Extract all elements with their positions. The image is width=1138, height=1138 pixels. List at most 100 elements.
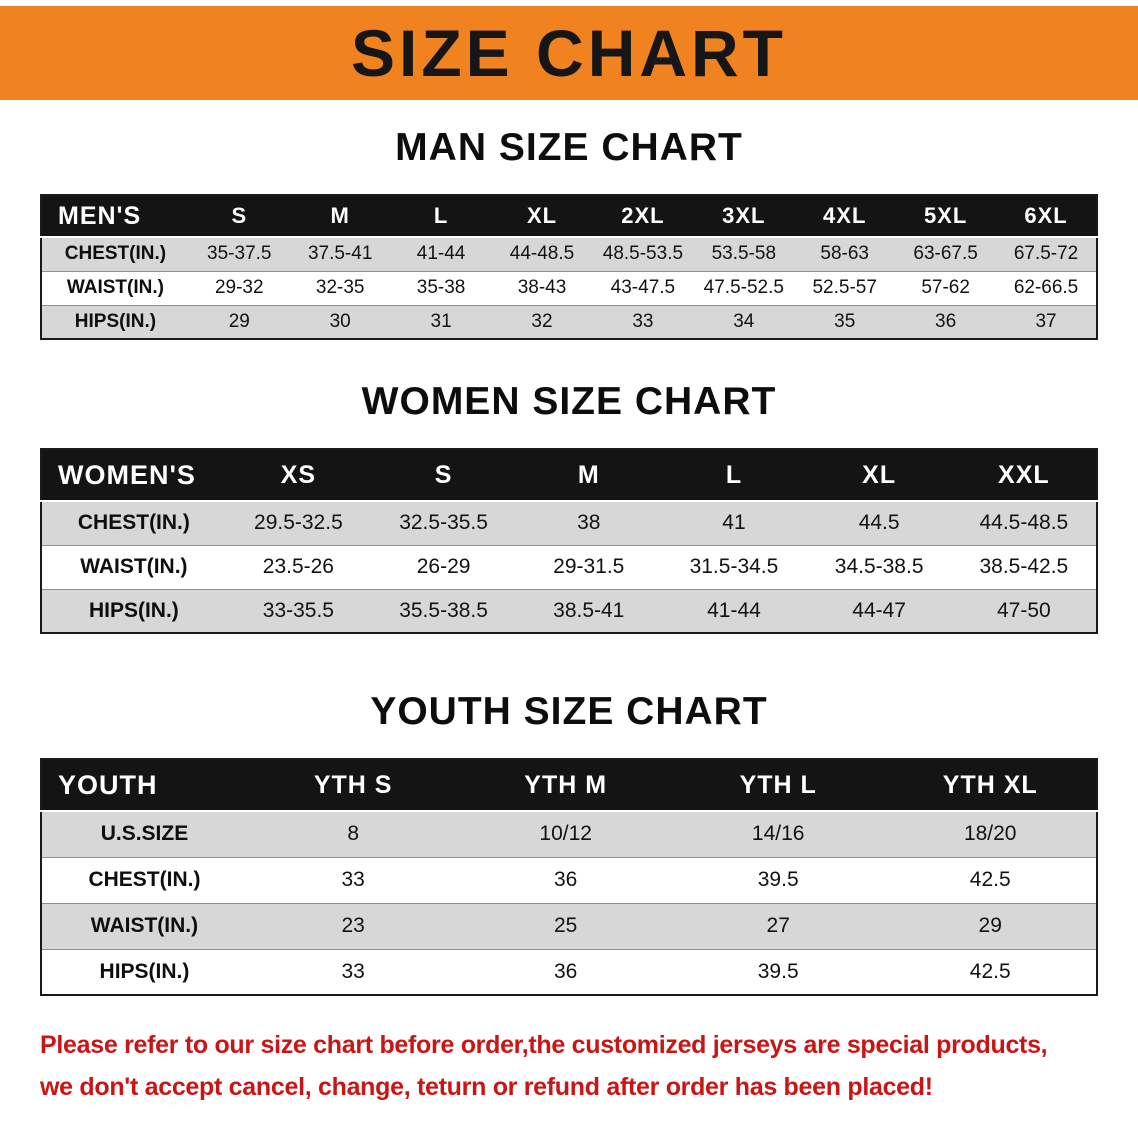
measurement-value: 42.5 <box>969 868 1011 891</box>
size-header-cell: 6XL <box>996 195 1097 238</box>
measurement-value: 27 <box>766 914 790 937</box>
men-size-table: MEN'S S M L XL 2XL 3XL 4XL 5XL 6XL CHEST(IN.) 35-37… <box>40 194 1098 340</box>
measurement-value: 35.5-38.5 <box>399 598 488 622</box>
measurement-row: WAIST(IN.) 29-32 32-35 35-38 38-43 43-47.5 47.… <box>41 271 1097 305</box>
measurement-row: WAIST(IN.) 23.5-26 26-29 29-31.5 31.5-34.5 34… <box>41 545 1097 589</box>
measurement-value: 38-43 <box>517 277 567 298</box>
measurement-value: 32 <box>531 310 553 332</box>
measurement-value: 35-38 <box>416 277 466 298</box>
measurement-value: 44-47 <box>852 598 906 622</box>
measurement-value: 29.5-32.5 <box>254 511 343 535</box>
size-header-cell: XS <box>225 449 371 502</box>
measurement-value: 38 <box>577 511 601 535</box>
measurement-value: 57-62 <box>921 277 970 298</box>
women-size-section: WOMEN SIZE CHART WOMEN'S XS S M L XL XXL CHEST(… <box>0 380 1138 634</box>
size-header-cell: YTH L <box>671 759 885 812</box>
measurement-value: 42.5 <box>969 959 1011 983</box>
notice-line-1: Please refer to our size chart before or… <box>40 1031 1048 1059</box>
measurement-value: 67.5-72 <box>1013 243 1079 265</box>
measurement-value: 26-29 <box>416 555 471 578</box>
measurement-label: CHEST(IN.) <box>88 868 201 891</box>
measurement-value: 39.5 <box>757 868 799 891</box>
measurement-label: WAIST(IN.) <box>66 277 164 298</box>
measurement-value: 10/12 <box>539 822 592 846</box>
measurement-row: HIPS(IN.) 33-35.5 35.5-38.5 38.5-41 41-44 44-… <box>41 589 1097 633</box>
measurement-value: 63-67.5 <box>913 243 978 265</box>
measurement-value: 33 <box>341 868 365 891</box>
measurement-row: WAIST(IN.) 23 25 27 29 <box>41 903 1097 949</box>
measurement-value: 52.5-57 <box>812 277 877 298</box>
measurement-row: CHEST(IN.) 29.5-32.5 32.5-35.5 38 41 44.5 44.5… <box>41 501 1097 545</box>
page-title: SIZE CHART <box>351 16 787 90</box>
size-header-cell: S <box>370 449 517 502</box>
measurement-label: HIPS(IN.) <box>88 598 179 622</box>
measurement-value: 37.5-41 <box>307 243 373 265</box>
table-title-cell: YOUTH <box>41 759 247 812</box>
measurement-value: 34 <box>733 310 755 332</box>
size-header-cell: M <box>516 449 662 502</box>
measurement-value: 36 <box>935 310 957 332</box>
measurement-label: HIPS(IN.) <box>74 310 157 332</box>
size-header-cell: YTH S <box>246 759 460 812</box>
size-header-cell: XL <box>491 195 593 238</box>
measurement-value: 47.5-52.5 <box>703 277 784 298</box>
measurement-label: WAIST(IN.) <box>90 914 199 937</box>
measurement-label: U.S.SIZE <box>100 822 189 846</box>
measurement-value: 44.5-48.5 <box>979 511 1069 535</box>
measurement-value: 62-66.5 <box>1013 277 1079 298</box>
measurement-row: CHEST(IN.) 33 36 39.5 42.5 <box>41 857 1097 903</box>
measurement-value: 33-35.5 <box>262 598 334 622</box>
measurement-value: 25 <box>554 914 578 937</box>
measurement-value: 43-47.5 <box>610 277 676 298</box>
measurement-value: 32.5-35.5 <box>399 511 488 535</box>
measurement-value: 29 <box>978 914 1002 937</box>
measurement-value: 41-44 <box>707 598 761 622</box>
measurement-value: 30 <box>329 310 351 332</box>
measurement-value: 18/20 <box>963 822 1017 846</box>
size-header-cell: XL <box>806 449 952 502</box>
measurement-value: 41-44 <box>416 243 466 265</box>
size-header-cell: 5XL <box>895 195 997 238</box>
size-chart-page: SIZE CHART MAN SIZE CHART MEN'S S M L XL 2XL 3… <box>0 6 1138 1108</box>
table-title-cell: WOMEN'S <box>41 449 226 502</box>
measurement-value: 47-50 <box>997 598 1051 622</box>
size-header-cell: YTH XL <box>884 759 1097 812</box>
banner: SIZE CHART <box>0 6 1138 100</box>
youth-size-table: YOUTH YTH S YTH M YTH L YTH XL U.S.SIZE 8 10/12… <box>40 758 1098 996</box>
measurement-value: 29-32 <box>214 277 264 298</box>
measurement-value: 34.5-38.5 <box>834 555 924 578</box>
measurement-value: 31.5-34.5 <box>689 555 779 578</box>
measurement-value: 32-35 <box>315 277 365 298</box>
measurement-value: 35 <box>834 310 856 332</box>
size-header-cell: 3XL <box>693 195 795 238</box>
measurement-value: 35-37.5 <box>207 243 272 265</box>
size-header-cell: L <box>661 449 807 502</box>
measurement-value: 14/16 <box>751 822 805 846</box>
measurement-value: 8 <box>347 822 359 846</box>
measurement-row: HIPS(IN.) 29 30 31 32 33 34 35 36 37 <box>41 305 1097 339</box>
measurement-value: 53.5-58 <box>711 243 777 265</box>
youth-section-heading: YOUTH SIZE CHART <box>370 690 768 733</box>
table-header-row: YOUTH YTH S YTH M YTH L YTH XL <box>41 759 1097 812</box>
youth-size-section: YOUTH SIZE CHART YOUTH YTH S YTH M YTH L YTH… <box>0 690 1138 996</box>
measurement-value: 36 <box>554 959 578 983</box>
measurement-value: 41 <box>722 511 746 535</box>
women-section-heading: WOMEN SIZE CHART <box>361 380 777 423</box>
size-header-cell: L <box>390 195 492 238</box>
table-header-row: WOMEN'S XS S M L XL XXL <box>41 449 1097 502</box>
size-header-cell: YTH M <box>459 759 672 812</box>
notice-line-2: we don't accept cancel, change, teturn o… <box>40 1073 933 1101</box>
measurement-value: 33 <box>632 310 654 332</box>
measurement-value: 31 <box>430 310 452 332</box>
measurement-value: 36 <box>554 868 578 891</box>
measurement-value: 33 <box>341 959 365 983</box>
measurement-value: 37 <box>1035 310 1057 332</box>
measurement-value: 38.5-42.5 <box>979 555 1069 578</box>
measurement-value: 48.5-53.5 <box>602 243 684 265</box>
measurement-row: HIPS(IN.) 33 36 39.5 42.5 <box>41 949 1097 995</box>
men-size-section: MAN SIZE CHART MEN'S S M L XL 2XL 3XL 4XL 5XL 6XL… <box>0 126 1138 340</box>
measurement-value: 58-63 <box>820 243 870 265</box>
measurement-value: 39.5 <box>757 959 799 983</box>
women-size-table: WOMEN'S XS S M L XL XXL CHEST(IN.) 29.5-32.5 32.5… <box>40 448 1098 634</box>
size-header-cell: 4XL <box>794 195 896 238</box>
